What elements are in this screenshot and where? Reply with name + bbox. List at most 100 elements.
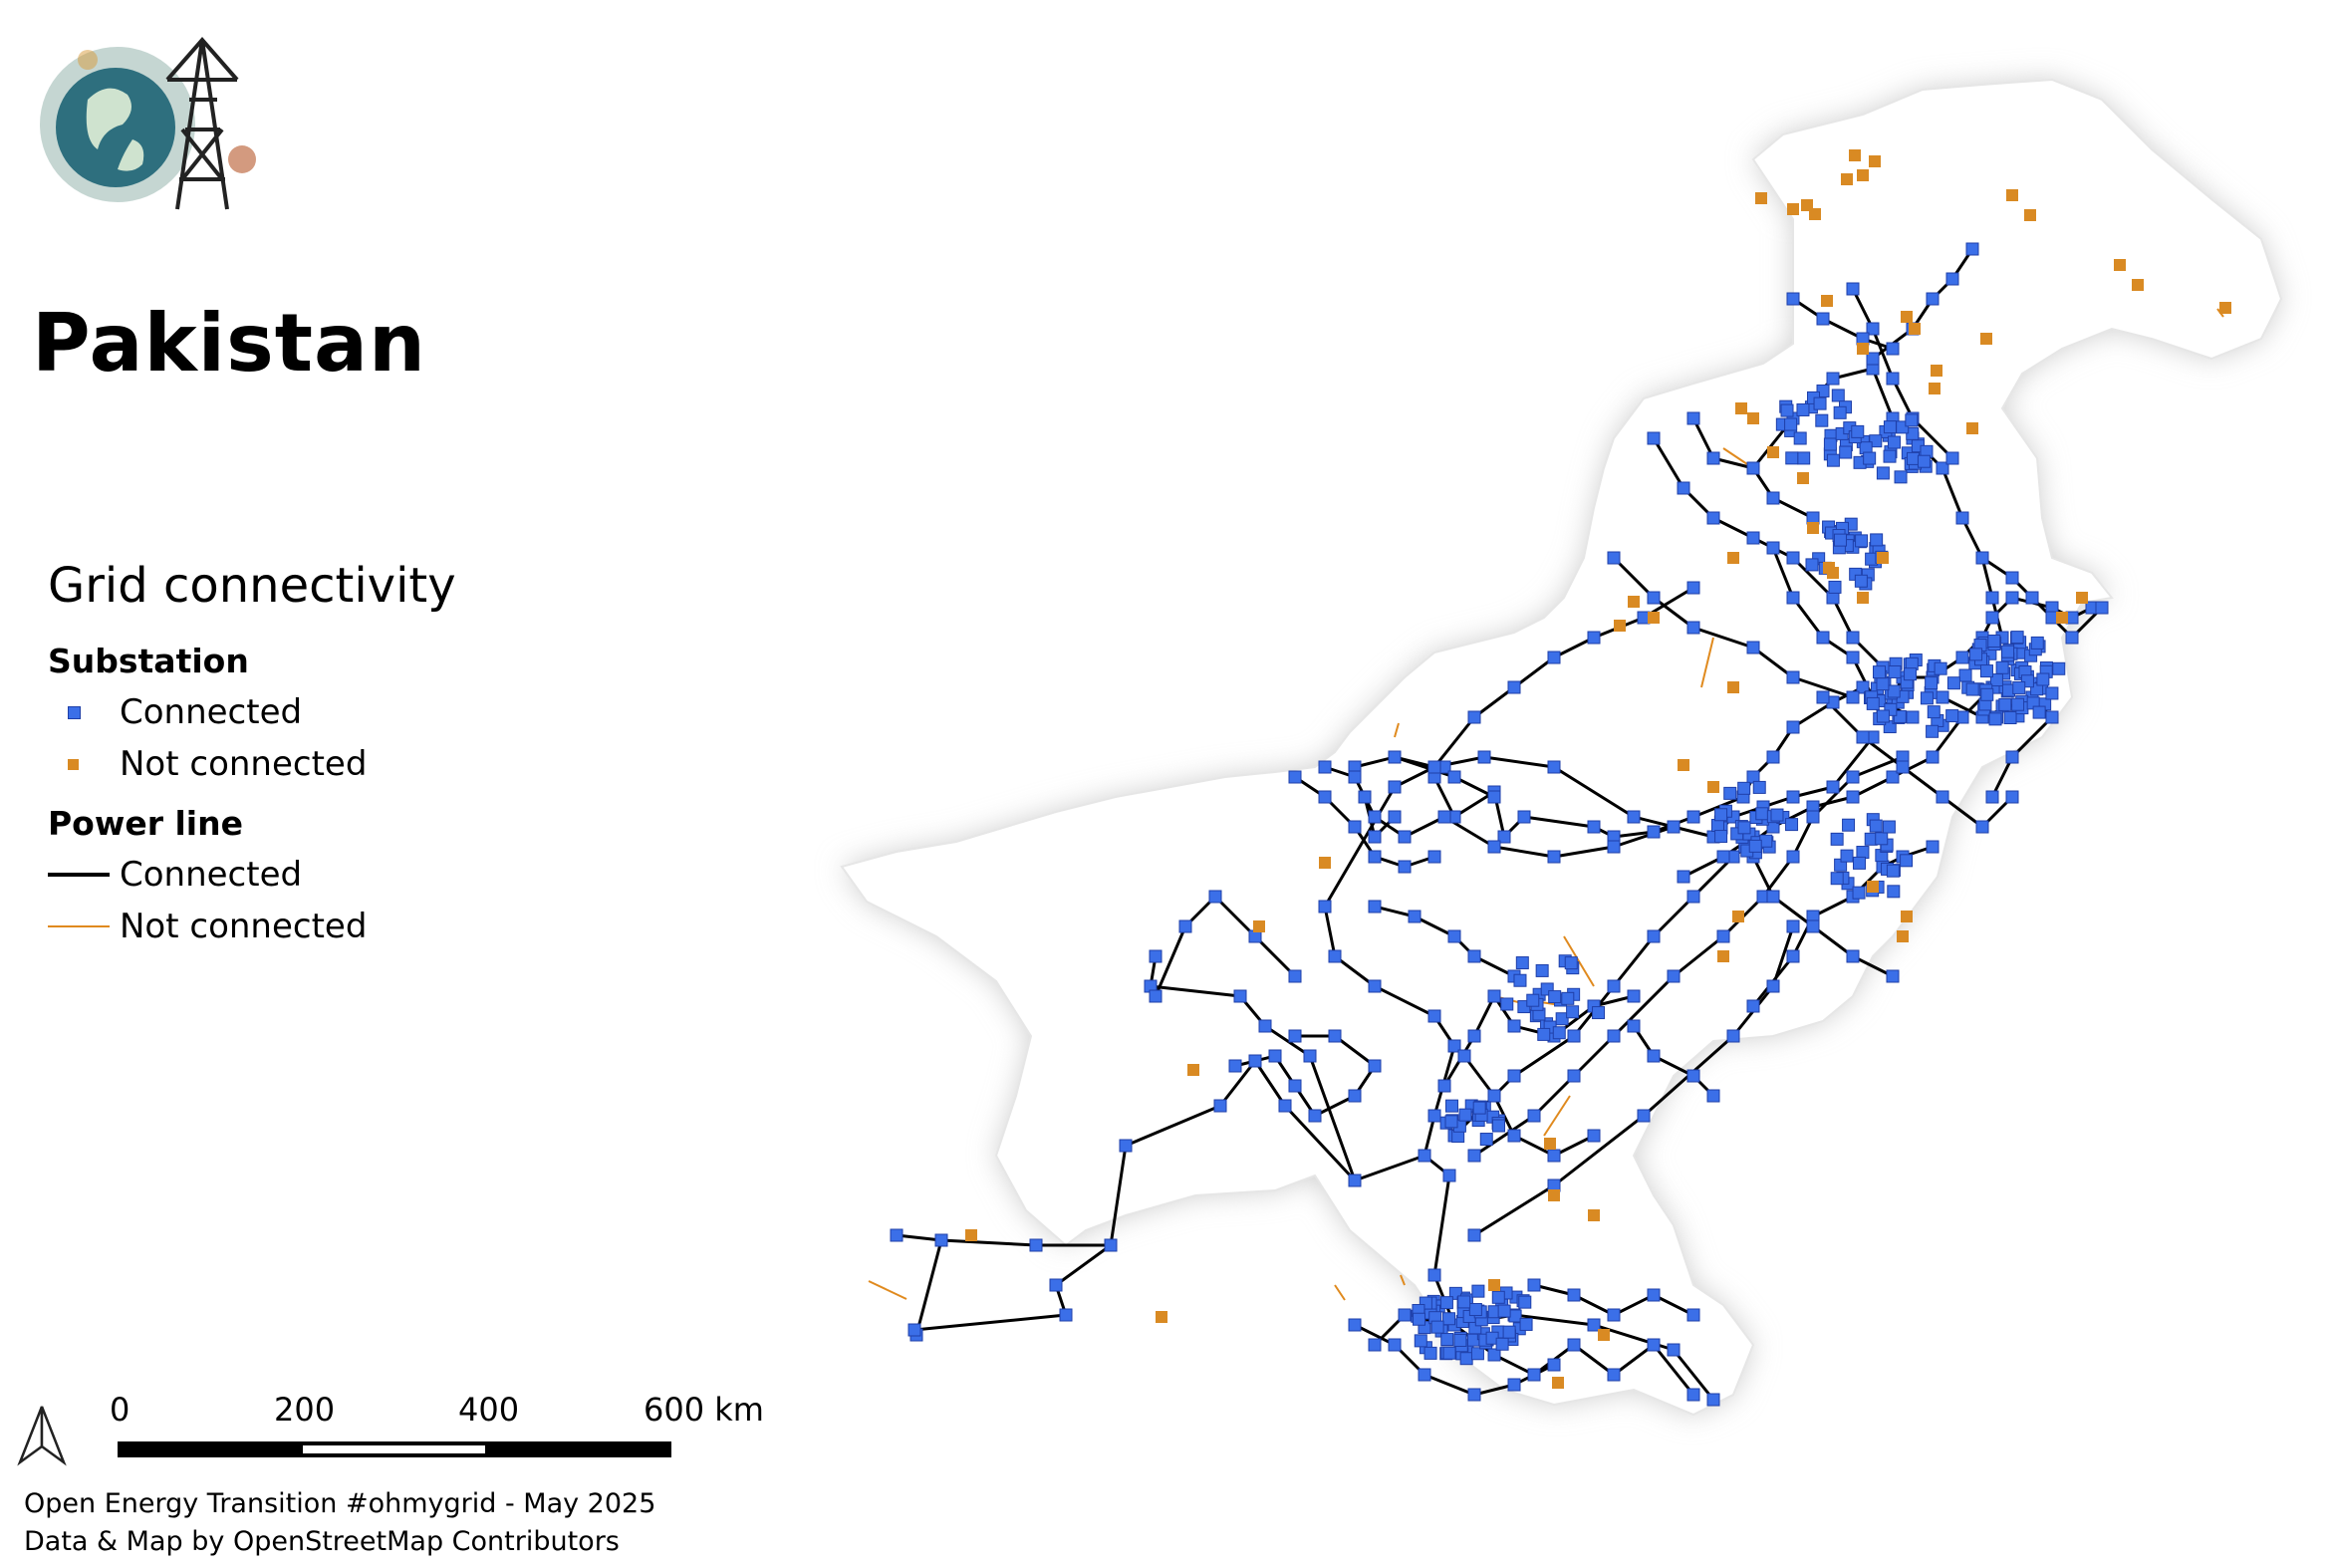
substation-connected	[1816, 384, 1830, 397]
power-line-connected	[1612, 935, 1656, 987]
substation-connected	[1526, 993, 1540, 1007]
substation-connected	[1846, 770, 1860, 784]
power-line-connected	[914, 1239, 943, 1336]
substation-connected	[1472, 1101, 1486, 1115]
substation-not-connected	[1823, 562, 1835, 574]
substation-not-connected	[1841, 173, 1853, 185]
substation-connected	[1427, 760, 1441, 774]
substation-connected	[1548, 990, 1562, 1004]
substation-connected	[2025, 591, 2039, 605]
substation-connected	[1467, 949, 1481, 963]
substation-connected	[1467, 710, 1481, 724]
substation-connected	[1723, 786, 1737, 800]
substation-connected	[1427, 1009, 1441, 1023]
substation-connected	[1487, 790, 1501, 804]
substation-connected	[1886, 864, 1900, 878]
substation-connected	[1746, 461, 1760, 475]
substation-connected	[1348, 770, 1362, 784]
substation-connected	[1368, 1059, 1382, 1073]
substation-connected	[1519, 1317, 1533, 1331]
substation-not-connected	[2114, 259, 2126, 271]
power-line-connected	[1055, 1243, 1112, 1287]
power-line-connected	[1613, 1343, 1655, 1377]
substation-connected	[1786, 551, 1800, 565]
substation-connected	[1816, 312, 1830, 326]
substation-connected	[1318, 760, 1332, 774]
substation-connected	[1826, 453, 1840, 467]
power-lines-layer	[868, 248, 2224, 1401]
substation-connected	[1786, 850, 1800, 864]
substation-connected	[1883, 420, 1897, 434]
substation-connected	[1507, 1019, 1521, 1033]
substation-connected	[1980, 687, 1994, 701]
power-line-connected	[1354, 1154, 1425, 1182]
substation-connected	[1748, 839, 1762, 853]
power-line-connected	[1323, 786, 1397, 908]
substation-connected	[1998, 697, 2012, 711]
substation-connected	[1866, 352, 1880, 366]
substation-connected	[1447, 1039, 1461, 1053]
substation-connected	[1786, 949, 1800, 963]
substation-connected	[1467, 1149, 1481, 1163]
substation-connected	[1497, 830, 1511, 844]
substation-connected	[1716, 850, 1730, 864]
power-line-connected	[1811, 775, 1855, 819]
power-line-connected	[1892, 755, 1934, 779]
power-line-connected	[1553, 636, 1595, 659]
substation-connected	[1500, 997, 1514, 1011]
substation-connected	[1437, 810, 1451, 824]
substation-connected	[2010, 631, 2024, 645]
power-line-connected	[1941, 795, 1983, 829]
substation-connected	[1846, 631, 1860, 645]
substation-connected	[1887, 684, 1901, 698]
power-line-connected	[1432, 1175, 1451, 1276]
substation-connected	[1894, 470, 1908, 484]
substation-connected	[1852, 856, 1866, 870]
substation-connected	[1248, 1054, 1262, 1068]
substation-connected	[1875, 832, 1889, 846]
power-line-connected	[1653, 1054, 1694, 1078]
substation-connected	[1786, 790, 1800, 804]
substation-connected	[1846, 690, 1860, 704]
power-line-connected	[1990, 756, 2014, 798]
substation-connected	[1647, 591, 1661, 605]
substation-connected	[1547, 760, 1561, 774]
substation-connected	[1552, 1026, 1566, 1040]
power-line-connected	[896, 1233, 942, 1242]
substation-connected	[1587, 1318, 1601, 1332]
substation-connected	[1797, 451, 1811, 465]
substation-not-connected	[1488, 1279, 1500, 1291]
substation-connected	[1784, 417, 1798, 431]
power-line-connected	[1150, 984, 1241, 998]
substation-connected	[1508, 1309, 1522, 1323]
substation-connected	[1537, 1027, 1551, 1041]
substation-connected	[1752, 780, 1766, 794]
legend-label: Connected	[120, 855, 303, 895]
substation-connected	[1926, 292, 1940, 306]
substation-not-connected	[2219, 302, 2231, 314]
substation-connected	[1755, 807, 1769, 821]
substation-connected	[1945, 709, 1959, 723]
substation-not-connected	[1929, 383, 1941, 394]
substation-not-connected	[1727, 552, 1739, 564]
power-line-connected	[1253, 1060, 1287, 1107]
substation-not-connected	[1807, 522, 1819, 534]
substation-connected	[1388, 810, 1402, 824]
substation-connected	[1926, 840, 1940, 854]
substation-connected	[1368, 979, 1382, 993]
substation-connected	[1502, 1325, 1516, 1339]
country-land	[840, 78, 2283, 1417]
substation-connected	[1969, 648, 1983, 661]
power-line-connected	[1752, 646, 1794, 679]
substation-connected	[1823, 437, 1837, 451]
substation-connected	[1851, 424, 1865, 438]
substation-connected	[2036, 672, 2050, 686]
substation-connected	[1561, 991, 1575, 1005]
power-line-connected	[1314, 1094, 1356, 1118]
power-line-connected	[1852, 775, 1894, 799]
substation-connected	[1318, 900, 1332, 914]
power-line-connected	[1414, 915, 1455, 938]
substation-not-connected	[1869, 155, 1881, 167]
substations-layer	[890, 149, 2231, 1407]
power-line-connected	[1573, 1293, 1615, 1317]
